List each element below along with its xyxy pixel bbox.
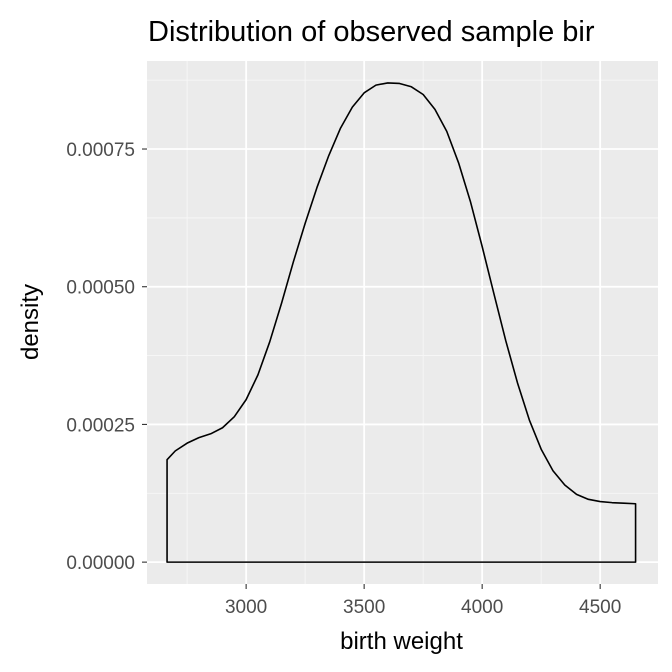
chart-title: Distribution of observed sample bir <box>148 16 595 48</box>
x-axis: 3000 3500 4000 4500 <box>225 584 621 618</box>
y-tick-label: 0.00025 <box>66 415 135 436</box>
y-tick-label: 0.00000 <box>66 553 135 574</box>
plot-panel <box>147 61 658 584</box>
y-axis-title: density <box>17 284 44 360</box>
x-axis-title: birth weight <box>340 628 463 655</box>
x-tick-label: 4000 <box>461 597 503 618</box>
y-tick-label: 0.00075 <box>66 140 135 161</box>
x-tick-label: 4500 <box>579 597 621 618</box>
y-tick-label: 0.00050 <box>66 278 135 299</box>
x-tick-label: 3500 <box>343 597 385 618</box>
x-tick-label: 3000 <box>225 597 267 618</box>
y-axis: 0.00000 0.00025 0.00050 0.00075 <box>66 140 147 574</box>
density-curve <box>166 82 637 563</box>
